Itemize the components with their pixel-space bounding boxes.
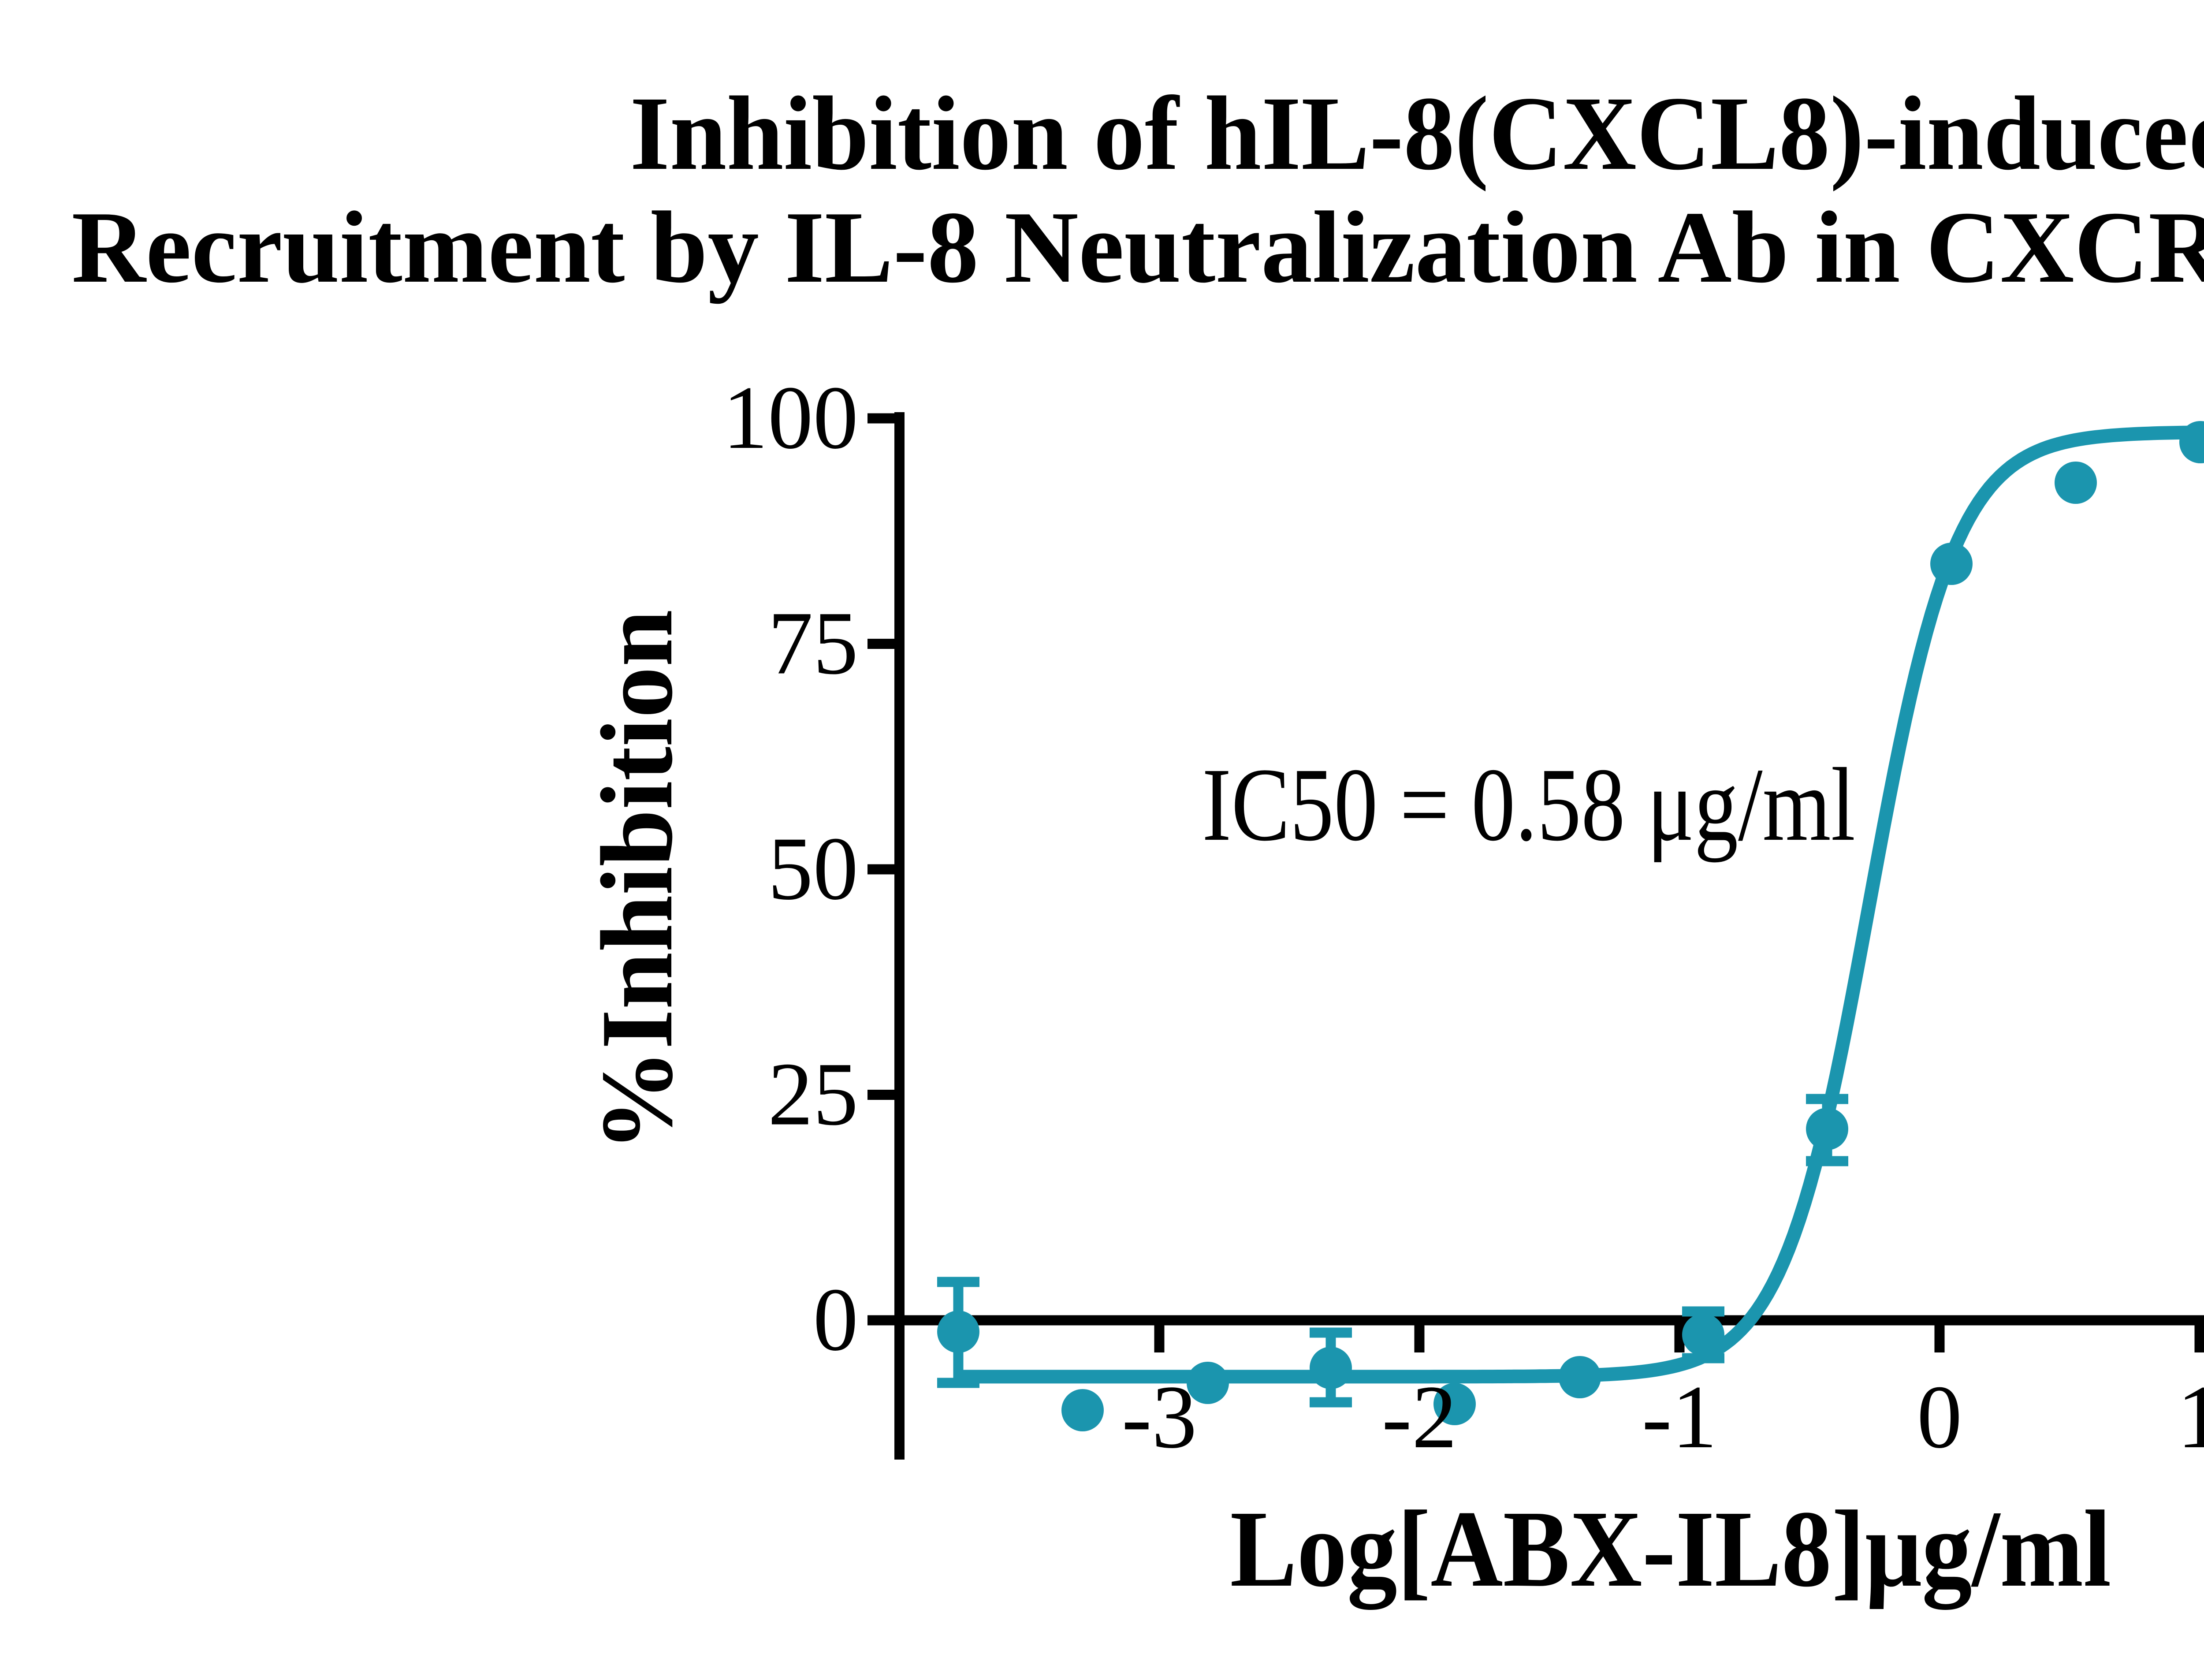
svg-text:0: 0 [813, 1270, 859, 1370]
svg-text:-2: -2 [1382, 1367, 1457, 1467]
svg-text:1: 1 [2177, 1367, 2204, 1467]
svg-text:%Inhibition: %Inhibition [580, 610, 694, 1152]
svg-text:0: 0 [1917, 1367, 1962, 1467]
svg-text:50: 50 [768, 819, 858, 919]
svg-text:100: 100 [723, 368, 859, 468]
svg-text:25: 25 [768, 1044, 858, 1144]
svg-text:Log[ABX-IL8]μg/ml: Log[ABX-IL8]μg/ml [1230, 1488, 2111, 1610]
svg-text:-1: -1 [1642, 1367, 1717, 1467]
svg-text:-3: -3 [1122, 1367, 1197, 1467]
svg-text:75: 75 [768, 593, 858, 693]
svg-text:Inhibition of hIL-8(CXCL8)-ind: Inhibition of hIL-8(CXCL8)-induced β-Arr… [630, 75, 2204, 192]
svg-text:Recruitment by IL-8 Neutraliza: Recruitment by IL-8 Neutralization Ab in… [71, 190, 2204, 304]
svg-text:IC50 = 0.58 μg/ml: IC50 = 0.58 μg/ml [1202, 747, 1855, 863]
